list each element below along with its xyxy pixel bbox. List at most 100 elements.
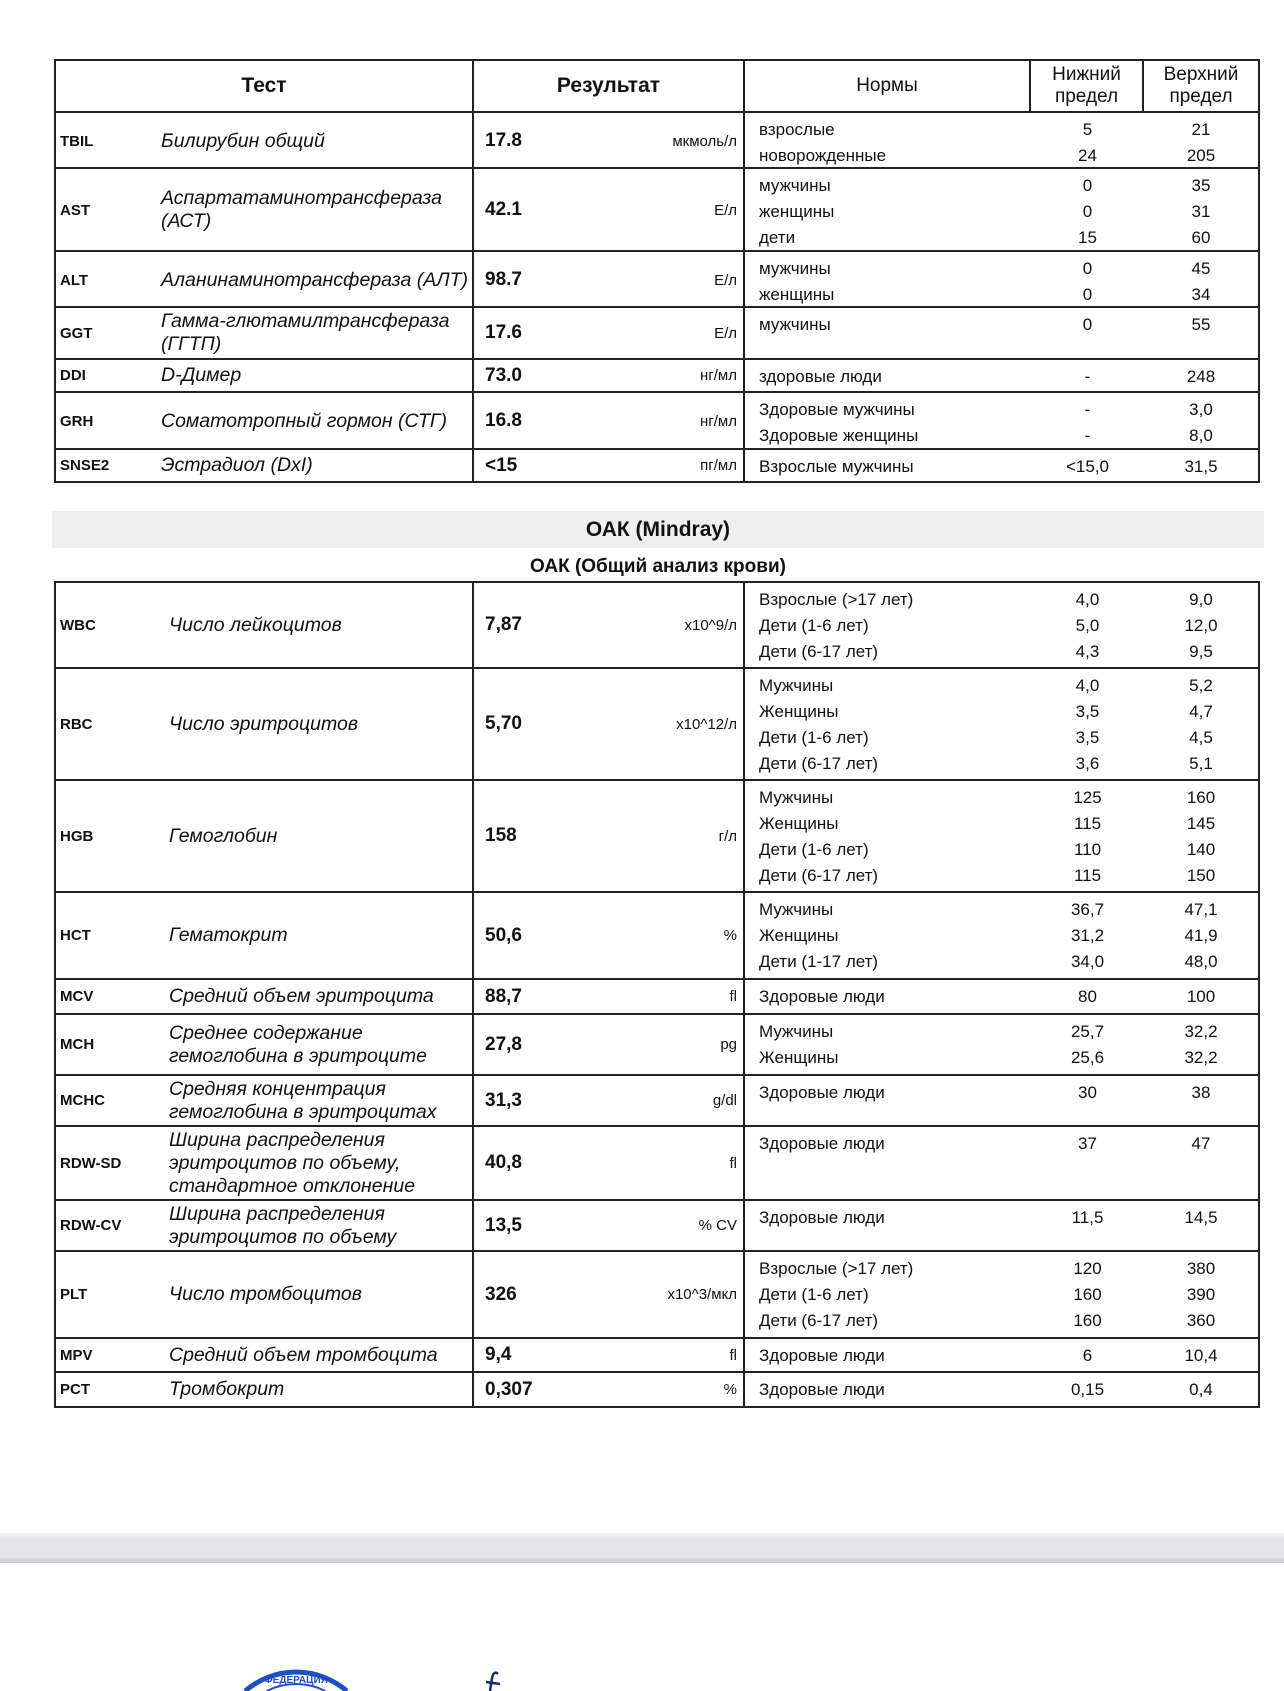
test-code: TBIL: [60, 132, 94, 150]
upper-limit: 5,1: [1189, 754, 1213, 773]
upper-limit: 47: [1191, 1134, 1211, 1153]
table-row: HGB Гемоглобин 158 г/л Мужчины Женщины Дети (1…: [56, 779, 1258, 891]
section-title: ОАК (Mindray): [52, 511, 1264, 548]
test-code: ALT: [60, 271, 89, 289]
result-unit: % CV: [674, 1201, 745, 1250]
norm-group: Здоровые женщины: [759, 426, 919, 445]
norm-group: Взрослые (>17 лет): [759, 590, 914, 609]
norm-groups: Здоровые люди: [745, 1127, 1031, 1199]
norm-group: Женщины: [759, 814, 839, 833]
lower-limit: 110: [1073, 840, 1102, 859]
norm-groups: Здоровые люди: [745, 980, 1031, 1013]
test-name: Число лейкоцитов: [161, 583, 474, 667]
norm-group: мужчины: [759, 315, 831, 334]
result-value: 17.8: [485, 130, 522, 151]
upper-limit: 14,5: [1184, 1208, 1218, 1227]
result-unit: Е/л: [674, 308, 745, 358]
norm-group: Здоровые мужчины: [759, 400, 915, 419]
lower-limit: 160: [1073, 1311, 1102, 1330]
result-value: <15: [485, 454, 518, 476]
lower-limit: 115: [1073, 814, 1102, 833]
norm-groups: Здоровые люди: [745, 1373, 1031, 1406]
lower-limits: 6: [1031, 1339, 1144, 1371]
lower-limit: 0: [1082, 315, 1093, 334]
norm-group: Дети (6-17 лет): [759, 754, 879, 773]
header-upper: Верхний предел: [1163, 64, 1239, 107]
norm-groups: взрослые новорожденные: [745, 113, 1031, 169]
test-name: Эстрадиол (DxI): [161, 450, 474, 481]
lower-limit: 37: [1078, 1134, 1097, 1153]
lower-limit: <15,0: [1065, 457, 1109, 476]
norm-group: Дети (6-17 лет): [759, 642, 879, 661]
norm-group: здоровые люди: [759, 367, 882, 386]
lower-limit: 5,0: [1075, 616, 1100, 635]
test-name: Гамма-глютамилтрансфераза (ГГТП): [161, 308, 474, 358]
result-value: 50,6: [485, 924, 522, 946]
test-code: SNSE2: [60, 457, 110, 474]
lower-limits: 30: [1031, 1076, 1144, 1125]
norm-groups: Взрослые (>17 лет) Дети (1-6 лет) Дети (6-…: [745, 1252, 1031, 1337]
test-code: MPV: [60, 1346, 93, 1364]
table-row: MCH Среднее содержание гемоглобина в эрит…: [56, 1013, 1258, 1074]
stamp-inner-ring: [266, 1683, 326, 1691]
upper-limit: 32,2: [1184, 1022, 1218, 1041]
test-name: Билирубин общий: [161, 113, 474, 169]
lower-limit: 4,3: [1075, 642, 1100, 661]
lower-limits: 0: [1031, 308, 1144, 358]
lower-limit: 0,15: [1070, 1380, 1105, 1399]
upper-limit: 55: [1191, 315, 1211, 334]
test-name: Аланинаминотрансфераза (АЛТ): [161, 252, 474, 308]
test-code: RDW-CV: [60, 1217, 122, 1234]
test-name: Соматотропный гормон (СТГ): [161, 393, 474, 449]
upper-limits: 55: [1144, 308, 1258, 358]
lower-limits: 125 115 110 115: [1031, 781, 1144, 891]
norm-group: женщины: [759, 202, 835, 221]
upper-limit: 5,2: [1189, 676, 1213, 695]
upper-limits: 5,2 4,7 4,5 5,1: [1144, 669, 1258, 779]
test-name: Число эритроцитов: [161, 669, 474, 779]
upper-limits: 38: [1144, 1076, 1258, 1125]
lower-limit: 4,0: [1075, 590, 1100, 609]
norm-group: мужчины: [759, 176, 831, 195]
signature-icon: [485, 1671, 501, 1691]
lower-limits: 25,7 25,6: [1031, 1015, 1144, 1074]
table-row: MPV Средний объем тромбоцита 9,4 fl Здоровые…: [56, 1337, 1258, 1371]
lower-limit: 3,6: [1075, 754, 1100, 773]
table-row: DDI D-Димер 73.0 нг/мл здоровые люди - 248: [56, 358, 1258, 391]
table-row: PCT Тромбокрит 0,307% Здоровые люди 0,15 0,4: [56, 1371, 1258, 1406]
upper-limit: 9,0: [1189, 590, 1213, 609]
lower-limit: 4,0: [1075, 676, 1100, 695]
table-row: WBC Число лейкоцитов 7,87 x10^9/л Взрослые (…: [56, 583, 1258, 667]
lower-limits: 0 0 15: [1031, 169, 1144, 251]
norm-group: женщины: [759, 285, 835, 304]
norm-group: дети: [759, 228, 796, 247]
table-row: ALT Аланинаминотрансфераза (АЛТ) 98.7 Е/л му…: [56, 250, 1258, 308]
norm-group: взрослые: [759, 120, 835, 139]
norm-group: Дети (1-6 лет): [759, 1285, 869, 1304]
norm-group: Дети (6-17 лет): [759, 866, 879, 885]
upper-limit: 390: [1186, 1285, 1216, 1304]
upper-limits: 32,2 32,2: [1144, 1015, 1258, 1074]
upper-limits: 248: [1144, 360, 1258, 391]
norm-groups: Здоровые люди: [745, 1339, 1031, 1371]
result-unit: x10^3/мкл: [667, 1252, 745, 1337]
section-subtitle: ОАК (Общий анализ крови): [530, 556, 786, 577]
norm-group: Дети (6-17 лет): [759, 1311, 879, 1330]
lower-limits: <15,0: [1031, 450, 1144, 481]
test-name: D-Димер: [161, 360, 474, 391]
table-header: Тест Результат Нормы Нижний предел Верхн…: [56, 61, 1258, 111]
result-value: 5,70: [485, 713, 522, 734]
table-row: RDW-CV Ширина распределения эритроцитов п…: [56, 1199, 1258, 1250]
test-code: DDI: [60, 367, 86, 384]
test-code: GGT: [60, 324, 93, 342]
test-name: Гематокрит: [161, 893, 474, 978]
upper-limit: 41,9: [1184, 926, 1218, 945]
table-row: MCV Средний объем эритроцита 88,7 fl Здоровы…: [56, 978, 1258, 1013]
test-name: Средняя концентрация гемоглобина в эритр…: [161, 1076, 474, 1125]
test-name: Среднее содержание гемоглобина в эритроц…: [161, 1015, 474, 1074]
norm-group: Здоровые люди: [759, 1083, 885, 1102]
norm-groups: мужчины женщины: [745, 252, 1031, 308]
result-value: 40,8: [485, 1152, 522, 1173]
upper-limit: 0,4: [1189, 1380, 1213, 1399]
result-value: 13,5: [485, 1214, 522, 1236]
